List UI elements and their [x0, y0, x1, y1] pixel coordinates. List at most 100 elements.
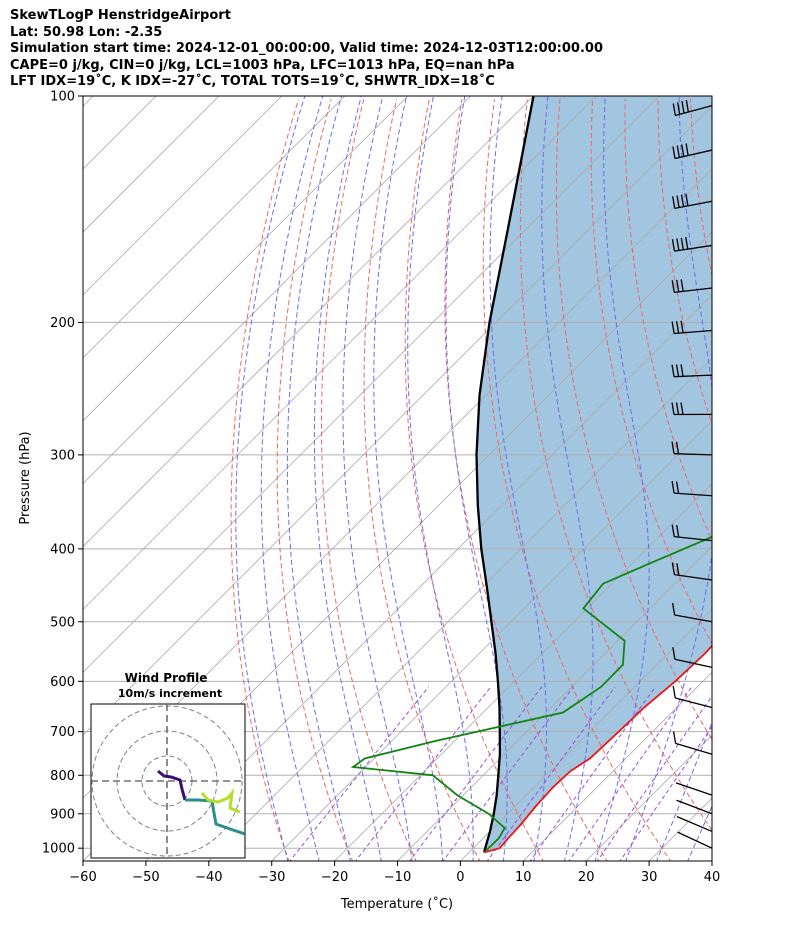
dry-adiabat [756, 99, 794, 862]
wind-barb-feather [681, 101, 685, 114]
moist-adiabat [407, 96, 474, 861]
moist-adiabat [342, 96, 413, 861]
wind-barb [672, 143, 713, 160]
moist-adiabat [718, 86, 794, 863]
isotherm-line [83, 96, 409, 422]
isotherm-line [208, 357, 712, 861]
moist-adiabat [235, 96, 306, 861]
wind-barb-feather [680, 402, 684, 415]
hodograph-title: Wind Profile [125, 671, 208, 685]
isotherm-line [83, 96, 346, 359]
wind-barb-staff [673, 453, 713, 456]
x-tick-label: −40 [195, 870, 222, 885]
wind-barb-feather [671, 602, 676, 616]
isotherm-line [459, 608, 712, 861]
wind-barb-feather [685, 143, 689, 156]
moist-adiabat [286, 96, 351, 861]
dry-adiabat [519, 99, 712, 831]
isotherm-line [83, 96, 472, 485]
wind-barb-feather [675, 321, 680, 334]
moist-adiabat [260, 96, 324, 861]
hodograph-trace-low [200, 787, 241, 814]
indices-line-2: LFT IDX=19˚C, K IDX=-27˚C, TOTAL TOTS=19… [10, 74, 495, 89]
x-tick-label: 30 [641, 870, 658, 885]
temperature-line [483, 644, 712, 854]
wind-barb [672, 731, 713, 755]
y-tick-label: 500 [50, 615, 75, 630]
wind-barb-feather [677, 102, 681, 115]
dry-adiabat [276, 99, 354, 861]
x-tick-label: −30 [258, 870, 285, 885]
wind-barb-feather [676, 145, 680, 158]
wind-barb-feather [685, 237, 689, 250]
isotherm-line [271, 420, 712, 861]
mixing-ratio-line [568, 686, 693, 861]
chart-title-block: SkewTLogP HenstridgeAirport Lat: 50.98 L… [10, 8, 603, 91]
x-tick-label: −60 [69, 870, 96, 885]
hodograph-inset: Wind Profile 10m/s increment [90, 671, 246, 859]
wind-barb-staff [674, 149, 713, 160]
y-tick-label: 1000 [42, 842, 75, 857]
y-tick-label: 600 [50, 675, 75, 690]
wind-barb-feather [671, 524, 675, 537]
isotherm-line [83, 105, 712, 736]
wind-barb-staff [677, 831, 713, 849]
wind-barb [671, 602, 713, 623]
mixing-ratio-line [442, 686, 574, 861]
wind-barb-feather [676, 563, 680, 576]
wind-barb [676, 816, 713, 833]
wind-barb-staff [675, 782, 713, 796]
axes: −60 −50 −40 −30 −20 −10 0 10 20 30 40 100 200 300 400 5… [42, 90, 720, 886]
wind-barb-feather [671, 280, 675, 293]
wind-barb [672, 685, 713, 709]
y-tick-label: 200 [50, 316, 75, 331]
y-tick-label: 700 [50, 725, 75, 740]
y-axis-label: Pressure (hPa) [18, 431, 33, 524]
wind-barb-feather [675, 402, 680, 415]
profiles [350, 96, 712, 854]
wind-barb-staff [674, 535, 713, 542]
wind-barb [677, 831, 713, 849]
isotherm-line [83, 96, 220, 233]
mixing-ratio-line [408, 686, 543, 861]
parcel-profile-line [475, 96, 535, 853]
dry-adiabat [624, 99, 712, 542]
wind-barb [671, 237, 713, 252]
wind-barb [671, 320, 713, 335]
background-lines [83, 86, 794, 863]
wind-barb [671, 481, 713, 497]
wind-barb-feather [671, 239, 676, 252]
wind-barb-staff [675, 742, 713, 755]
wind-barb [676, 799, 713, 815]
dry-adiabat [590, 99, 712, 645]
dewpoint-line [350, 535, 712, 854]
wind-barb-feather [676, 524, 680, 538]
chart-title: SkewTLogP HenstridgeAirport [10, 8, 231, 23]
wind-barb-staff [675, 697, 713, 709]
wind-barb [671, 524, 713, 542]
x-tick-label: −20 [321, 870, 348, 885]
wind-barb-feather [672, 103, 676, 116]
dry-adiabat [555, 99, 712, 741]
wind-barb-feather [671, 402, 675, 415]
wind-barb-feather [671, 562, 676, 575]
wind-barb-feather [680, 279, 684, 292]
isotherm-line [396, 545, 712, 861]
mixing-ratio-line [354, 686, 492, 861]
y-tick-label: 300 [50, 448, 75, 463]
y-tick-label: 400 [50, 542, 75, 557]
wind-barb-staff [674, 614, 713, 623]
wind-barb-staff [674, 287, 713, 294]
isotherm-line [522, 671, 712, 861]
wind-barb-feather [676, 279, 680, 292]
wind-barb [671, 402, 713, 416]
wind-barb-feather [681, 144, 685, 157]
wind-barb-staff [674, 658, 713, 669]
wind-barb-feather [672, 196, 676, 209]
dry-adiabat [723, 99, 794, 862]
wind-barb [672, 99, 713, 117]
wind-barb-feather [675, 481, 680, 494]
wind-barb-staff [674, 200, 713, 209]
wind-barb-staff [675, 105, 713, 117]
